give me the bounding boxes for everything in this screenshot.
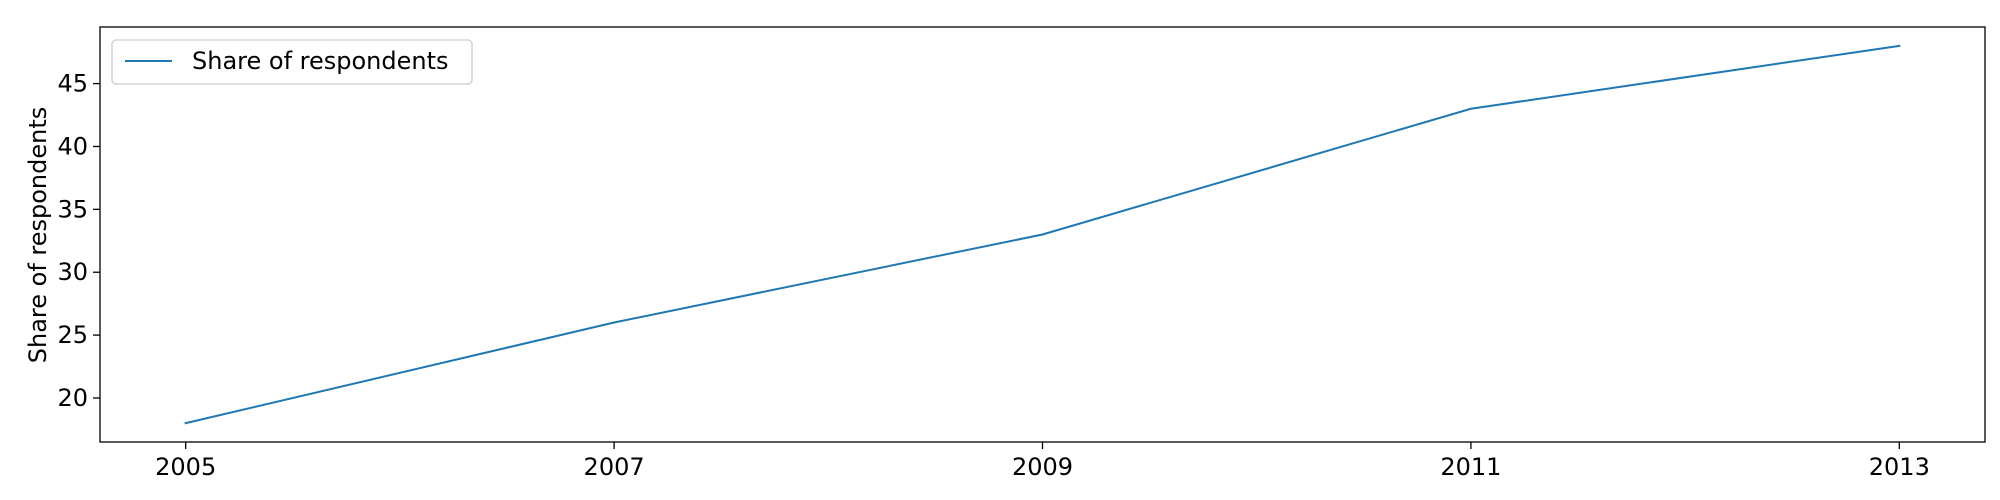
legend-label: Share of respondents [192,47,449,75]
y-axis-title: Share of respondents [24,107,52,364]
y-axis: 20 25 30 35 40 45 [57,70,100,412]
y-tick-label: 20 [57,384,88,412]
y-tick-label: 30 [57,258,88,286]
legend-box [111,39,473,85]
x-tick-label: 2007 [584,453,645,481]
x-tick-label: 2009 [1012,453,1073,481]
x-axis: 2005 2007 2009 2011 2013 [155,442,1930,481]
y-tick-label: 45 [57,70,88,98]
x-tick-label: 2005 [155,453,216,481]
y-tick-label: 40 [57,132,88,160]
series-layer [184,44,1901,425]
y-tick-label: 25 [57,321,88,349]
y-tick-label: 35 [57,195,88,223]
x-tick-label: 2011 [1440,453,1501,481]
legend: Share of respondents [111,39,473,85]
series-line [184,44,1901,425]
x-tick-label: 2013 [1869,453,1930,481]
